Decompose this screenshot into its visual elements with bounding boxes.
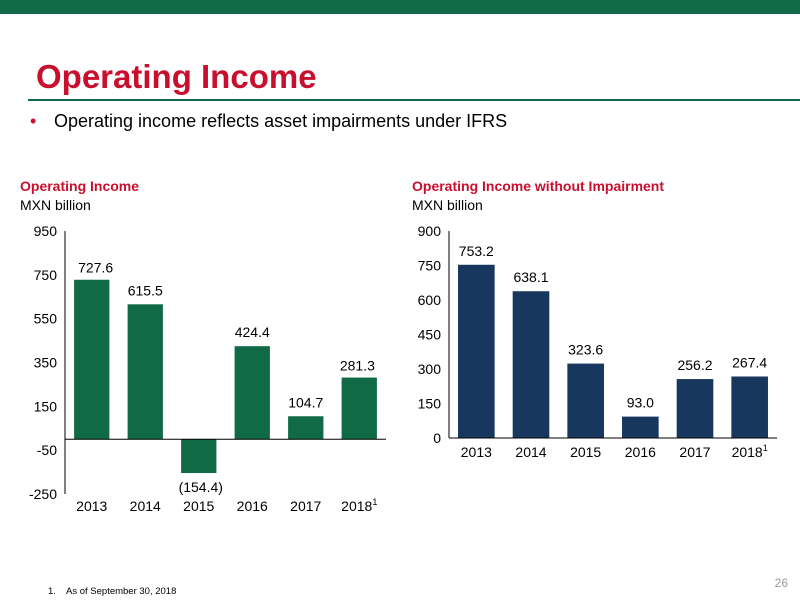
x-tick-label: 2013 — [461, 444, 492, 460]
y-tick-label: 0 — [433, 430, 441, 446]
bar — [731, 376, 768, 438]
y-tick-label: -250 — [29, 486, 57, 502]
x-tick-label: 20181 — [341, 497, 377, 514]
bar — [288, 416, 324, 440]
data-label: 104.7 — [288, 394, 323, 410]
title-divider — [28, 99, 800, 101]
y-tick-label: 950 — [34, 223, 58, 239]
page-number: 26 — [774, 576, 788, 590]
y-tick-label: 300 — [418, 361, 442, 377]
footnote-marker: 1 — [372, 497, 377, 507]
x-tick-label: 2014 — [130, 498, 161, 514]
bar — [512, 291, 550, 438]
data-label: 267.4 — [732, 354, 767, 370]
y-tick-label: 600 — [418, 292, 442, 308]
bar — [127, 304, 163, 440]
bar — [458, 264, 495, 438]
bar — [567, 363, 604, 438]
bar — [74, 279, 110, 440]
y-tick-label: 900 — [418, 223, 442, 239]
y-tick-label: -50 — [37, 442, 57, 458]
data-label: 753.2 — [459, 243, 494, 259]
x-tick-label: 2017 — [290, 498, 321, 514]
left-chart-unit: MXN billion — [20, 197, 91, 213]
data-label: 93.0 — [627, 395, 654, 411]
footnote-marker: 1 — [763, 443, 768, 453]
data-label: 323.6 — [568, 342, 603, 358]
y-tick-label: 350 — [34, 355, 58, 371]
data-label: 727.6 — [78, 260, 113, 276]
y-tick-label: 750 — [34, 267, 58, 283]
bar — [234, 346, 270, 440]
footnote-number: 1. — [48, 586, 56, 597]
right-chart-title: Operating Income without Impairment — [412, 178, 665, 194]
y-tick-label: 150 — [418, 396, 442, 412]
y-tick-label: 750 — [418, 258, 442, 274]
x-tick-label: 2016 — [237, 498, 268, 514]
data-label: 281.3 — [340, 358, 375, 374]
bullet-text: Operating income reflects asset impairme… — [54, 111, 508, 131]
bar — [676, 379, 714, 438]
data-label: 424.4 — [235, 324, 270, 340]
data-label: 638.1 — [513, 269, 548, 285]
left-chart-title: Operating Income — [20, 178, 140, 194]
bullet-icon: • — [30, 111, 37, 131]
x-tick-label: 2015 — [183, 498, 214, 514]
right-chart-unit: MXN billion — [412, 197, 483, 213]
y-tick-label: 550 — [34, 311, 58, 327]
bar — [181, 439, 217, 474]
x-tick-label: 2017 — [679, 444, 710, 460]
data-label: (154.4) — [179, 479, 223, 495]
footnote-text: As of September 30, 2018 — [66, 586, 177, 597]
data-label: 615.5 — [128, 282, 163, 298]
top-brand-bar — [0, 0, 800, 14]
x-tick-label: 2016 — [625, 444, 656, 460]
bullet-point: • Operating income reflects asset impairm… — [30, 111, 507, 132]
y-tick-label: 150 — [34, 398, 58, 414]
slide-title: Operating Income — [36, 58, 317, 95]
x-tick-label: 20181 — [732, 443, 768, 460]
x-tick-label: 2013 — [76, 498, 107, 514]
y-tick-label: 450 — [418, 327, 442, 343]
x-tick-label: 2014 — [515, 444, 546, 460]
x-tick-label: 2015 — [570, 444, 601, 460]
bar — [622, 416, 659, 438]
bar — [341, 377, 377, 440]
data-label: 256.2 — [677, 357, 712, 373]
footnote: 1. As of September 30, 2018 — [48, 586, 176, 597]
